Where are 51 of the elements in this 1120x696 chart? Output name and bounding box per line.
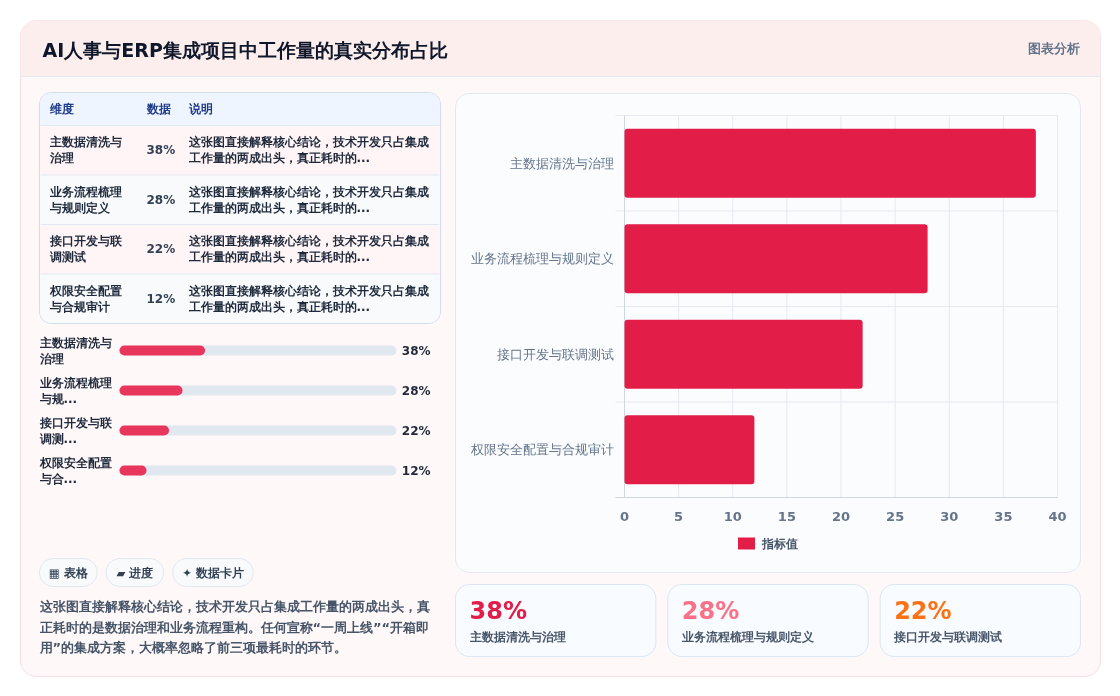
bar <box>624 415 755 485</box>
data-label: 22% <box>401 423 431 438</box>
text: 这张图直接解释核心结论，技术开发只占集成工作量的两成出头，真正耗时的是数据治理和业务流程重构。任何宣称“一周上线”“开箱即用”的集成方案，大概率忽略了前三项最耗时的环节。 <box>38 599 430 655</box>
text: ▰ 进度 <box>116 565 154 580</box>
y-tick-label: 主数据清洗与治理 <box>509 155 614 171</box>
y-tick-label: 接口开发与联调测试 <box>496 346 614 362</box>
text: ✦ 数据卡片 <box>182 565 244 580</box>
x-tick-label: 35 <box>994 509 1013 524</box>
legend-label: 指标值 <box>761 536 798 551</box>
bar <box>624 224 928 294</box>
data-label: 28% <box>681 596 740 625</box>
y-tick-label: 业务流程梳理与规... <box>38 375 112 406</box>
bar <box>119 425 170 436</box>
x-tick-label: 15 <box>777 509 796 524</box>
x-tick-label: 25 <box>886 509 905 524</box>
data-label: 38% <box>146 143 176 158</box>
text: 说明 <box>187 102 213 116</box>
text: 图表分析 <box>1027 41 1080 56</box>
x-tick-label: 5 <box>674 509 684 524</box>
text: 这张图直接解释核心结论，技术开发只占集成工作量的两成出头，真正耗时的... <box>187 135 429 166</box>
data-label: 28% <box>146 192 176 207</box>
bar <box>119 345 206 356</box>
bar <box>119 385 183 396</box>
text: 维度 <box>48 102 74 116</box>
y-tick-label: 权限安全配置与合... <box>38 455 112 486</box>
y-tick-label: 权限安全配置与合规审计 <box>469 442 614 458</box>
data-label: 22% <box>894 596 952 625</box>
data-label: 38% <box>401 343 431 358</box>
x-tick-label: 40 <box>1048 509 1067 524</box>
y-tick-label: 业务流程梳理与规则定义 <box>470 251 614 267</box>
data-label: 12% <box>146 291 176 306</box>
category-label: 业务流程梳理与规则定义 <box>680 629 815 644</box>
bar <box>624 319 863 389</box>
y-tick-label: 接口开发与联调测... <box>38 415 113 446</box>
category-label: 接口开发与联调测试 <box>893 629 1003 644</box>
x-tick-label: 0 <box>619 509 630 524</box>
y-tick-label: 主数据清洗与治理 <box>38 335 112 366</box>
data-label: 38% <box>469 596 527 625</box>
text: 这张图直接解释核心结论，技术开发只占集成工作量的两成出头，真正耗时的... <box>187 283 429 314</box>
x-tick-label: 10 <box>723 509 742 524</box>
text: 这张图直接解释核心结论，技术开发只占集成工作量的两成出头，真正耗时的... <box>187 184 429 215</box>
text: AI人事与ERP集成项目中工作量的真实分布占比 <box>42 38 448 61</box>
x-tick-label: 30 <box>940 509 959 524</box>
data-label: 12% <box>401 463 431 478</box>
x-tick-label: 20 <box>831 509 851 524</box>
text: 数据 <box>145 102 171 116</box>
text: ▦ 表格 <box>48 565 89 580</box>
data-label: 28% <box>401 383 431 398</box>
text: 这张图直接解释核心结论，技术开发只占集成工作量的两成出头，真正耗时的... <box>187 234 429 265</box>
bar <box>624 128 1036 198</box>
data-label: 22% <box>146 242 176 257</box>
